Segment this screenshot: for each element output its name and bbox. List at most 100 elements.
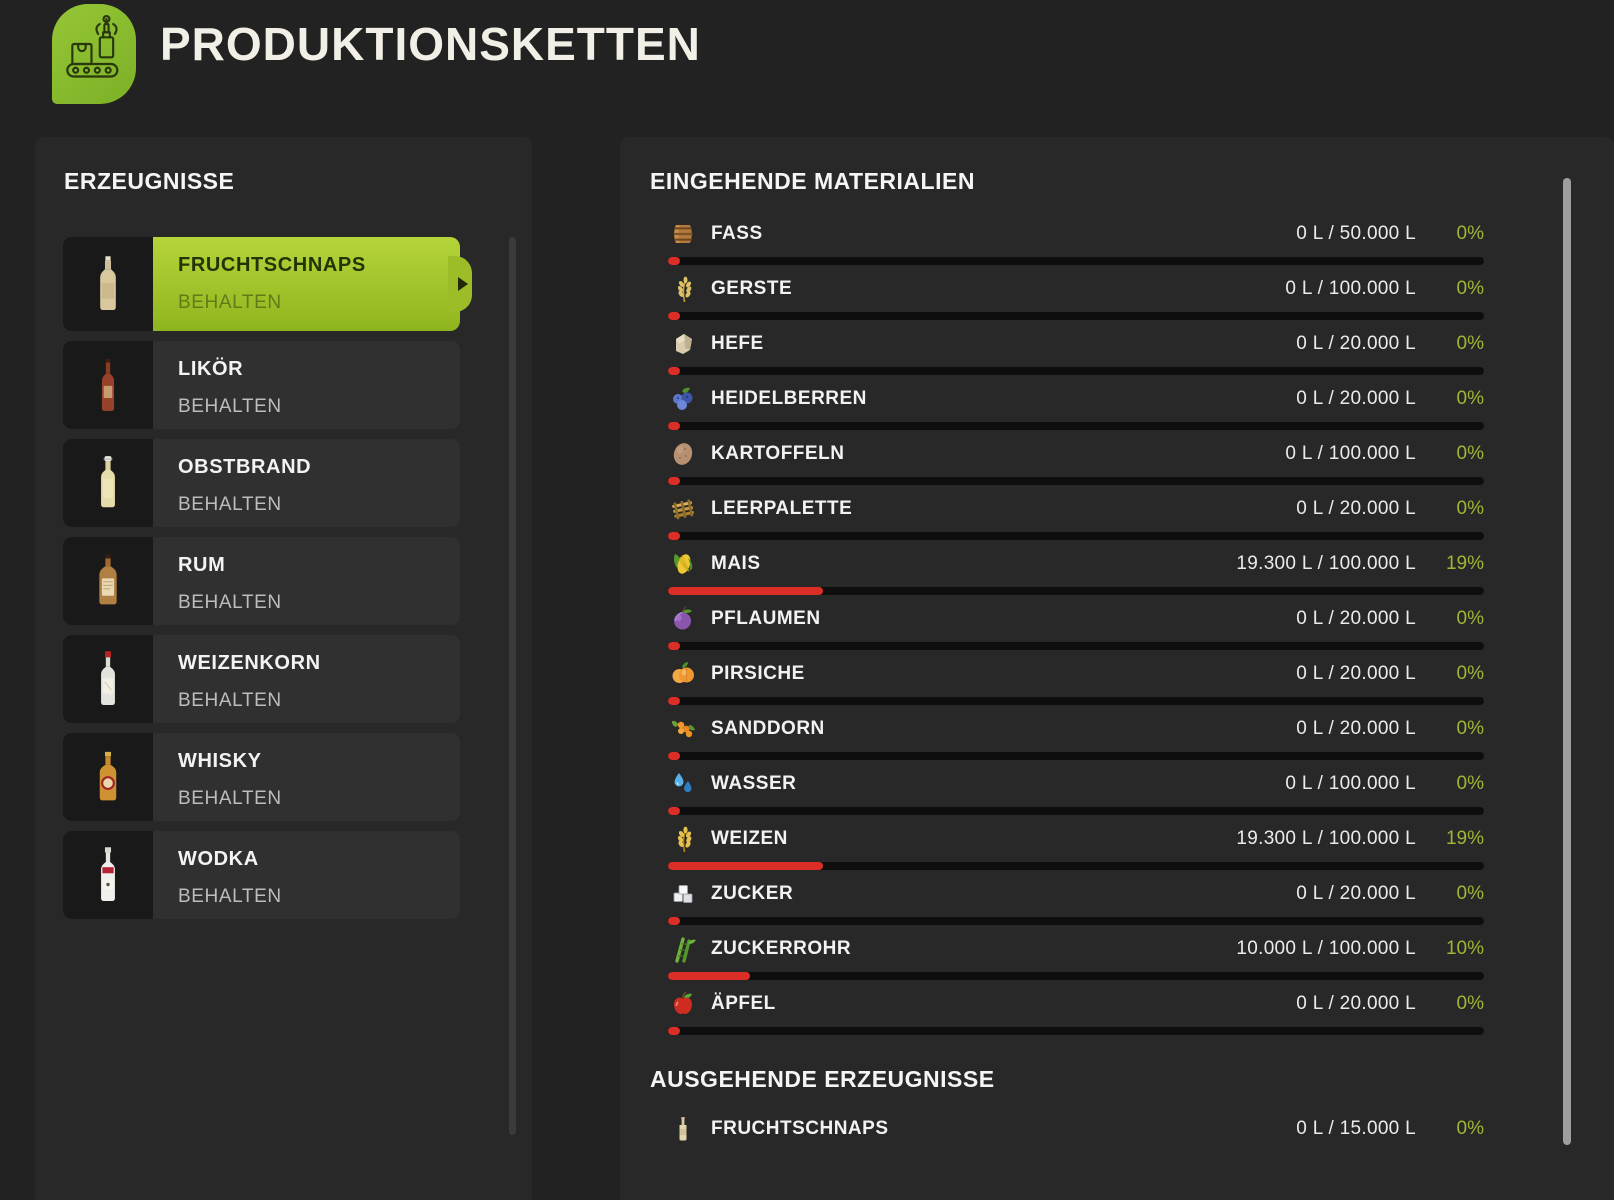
material-percent: 0% [1456,717,1484,739]
product-name: WHISKY [178,750,262,772]
incoming-materials-list: FASS 0 L / 50.000 L 0% GERSTE 0 L / 100.000 … [620,210,1614,1035]
material-name: ÄPFEL [711,992,776,1014]
production-chain-icon [52,4,136,104]
material-percent: 0% [1456,772,1484,794]
product-item-lik-r[interactable]: LIKÖR BEHALTEN [63,341,460,429]
material-name: SANDDORN [711,717,825,739]
material-row-fruchtschnaps: FRUCHTSCHNAPS 0 L / 15.000 L 0% [620,1105,1614,1152]
material-row-kartoffeln: KARTOFFELN 0 L / 100.000 L 0% [620,430,1614,485]
material-progress-fill [668,587,824,595]
material-progress-bar [668,312,1484,320]
material-progress-bar [668,752,1484,760]
material-row-gerste: GERSTE 0 L / 100.000 L 0% [620,265,1614,320]
material-progress-bar [668,532,1484,540]
material-name: HEFE [711,332,764,354]
product-mode-label: BEHALTEN [178,396,282,417]
material-progress-fill [668,422,680,430]
material-progress-fill [668,367,680,375]
products-panel-title: ERZEUGNISSE [64,168,235,194]
material-percent: 0% [1456,607,1484,629]
material-percent: 0% [1456,277,1484,299]
material-progress-bar [668,587,1484,595]
material-row-content: HEFE 0 L / 20.000 L 0% [668,320,1484,367]
wodka-bottle-icon [63,831,153,919]
page-title: PRODUKTIONSKETTEN [160,18,701,70]
product-name: LIKÖR [178,358,244,380]
product-item-rum[interactable]: RUM BEHALTEN [63,537,460,625]
material-row-pflaumen: PFLAUMEN 0 L / 20.000 L 0% [620,595,1614,650]
material-row-content: KARTOFFELN 0 L / 100.000 L 0% [668,430,1484,477]
outgoing-products-list: FRUCHTSCHNAPS 0 L / 15.000 L 0% [620,1105,1614,1152]
material-amount: 0 L / 20.000 L [1296,497,1416,519]
material-amount: 0 L / 100.000 L [1285,772,1416,794]
barley-icon [668,274,698,304]
wheat-icon [668,824,698,854]
incoming-materials-title: EINGEHENDE MATERIALIEN [650,168,975,194]
material-amount: 0 L / 20.000 L [1296,717,1416,739]
material-progress-bar [668,862,1484,870]
material-percent: 0% [1456,882,1484,904]
material-row-hefe: HEFE 0 L / 20.000 L 0% [620,320,1614,375]
product-item-meta: WHISKY BEHALTEN [153,733,460,821]
corn-icon [668,549,698,579]
whisky-bottle-icon [63,733,153,821]
product-name: RUM [178,554,226,576]
product-item-fruchtschnaps[interactable]: FRUCHTSCHNAPS BEHALTEN [63,237,472,331]
plum-icon [668,604,698,634]
material-progress-fill [668,807,680,815]
material-row-pirsiche: PIRSICHE 0 L / 20.000 L 0% [620,650,1614,705]
material-progress-fill [668,917,680,925]
products-panel: ERZEUGNISSE FRUCHTSCHNAPS BEHALTEN LIKÖR BE… [35,137,532,1200]
material-percent: 0% [1456,1117,1484,1139]
materials-scrollbar[interactable] [1563,178,1571,1145]
material-row-mais: MAIS 19.300 L / 100.000 L 19% [620,540,1614,595]
product-item-weizenkorn[interactable]: WEIZENKORN BEHALTEN [63,635,460,723]
material-row-content: FRUCHTSCHNAPS 0 L / 15.000 L 0% [668,1105,1484,1152]
material-row-content: LEERPALETTE 0 L / 20.000 L 0% [668,485,1484,532]
material-row-content: PIRSICHE 0 L / 20.000 L 0% [668,650,1484,697]
product-item-wodka[interactable]: WODKA BEHALTEN [63,831,460,919]
material-progress-bar [668,1027,1484,1035]
material-row-weizen: WEIZEN 19.300 L / 100.000 L 19% [620,815,1614,870]
material-name: PFLAUMEN [711,607,821,629]
potato-icon [668,439,698,469]
material-progress-fill [668,752,680,760]
material-name: KARTOFFELN [711,442,845,464]
material-row-content: FASS 0 L / 50.000 L 0% [668,210,1484,257]
material-name: FRUCHTSCHNAPS [711,1117,889,1139]
fruchtschnaps-bottle-icon [63,237,153,331]
product-item-meta: WODKA BEHALTEN [153,831,460,919]
material-progress-bar [668,917,1484,925]
material-progress-fill [668,477,680,485]
material-name: ZUCKER [711,882,794,904]
rum-bottle-icon [63,537,153,625]
material-amount: 19.300 L / 100.000 L [1236,827,1416,849]
sugarcane-icon [668,934,698,964]
peach-icon [668,659,698,689]
product-item-meta: OBSTBRAND BEHALTEN [153,439,460,527]
material-percent: 0% [1456,442,1484,464]
material-progress-bar [668,972,1484,980]
product-item-obstbrand[interactable]: OBSTBRAND BEHALTEN [63,439,460,527]
material-row-leerpalette: LEERPALETTE 0 L / 20.000 L 0% [620,485,1614,540]
product-item-meta: WEIZENKORN BEHALTEN [153,635,460,723]
product-name: WEIZENKORN [178,652,321,674]
material-row-content: WEIZEN 19.300 L / 100.000 L 19% [668,815,1484,862]
material-percent: 0% [1456,332,1484,354]
material-amount: 0 L / 15.000 L [1296,1117,1416,1139]
obstbrand-bottle-icon [63,439,153,527]
apple-icon [668,989,698,1019]
product-item-whisky[interactable]: WHISKY BEHALTEN [63,733,460,821]
material-row-fass: FASS 0 L / 50.000 L 0% [620,210,1614,265]
pallet-icon [668,494,698,524]
material-amount: 19.300 L / 100.000 L [1236,552,1416,574]
material-name: HEIDELBERREN [711,387,867,409]
material-name: LEERPALETTE [711,497,853,519]
products-scrollbar[interactable] [509,237,516,1135]
product-mode-label: BEHALTEN [178,494,282,515]
water-icon [668,769,698,799]
material-amount: 0 L / 20.000 L [1296,662,1416,684]
material-progress-fill [668,257,680,265]
material-amount: 0 L / 20.000 L [1296,882,1416,904]
material-row-content: GERSTE 0 L / 100.000 L 0% [668,265,1484,312]
